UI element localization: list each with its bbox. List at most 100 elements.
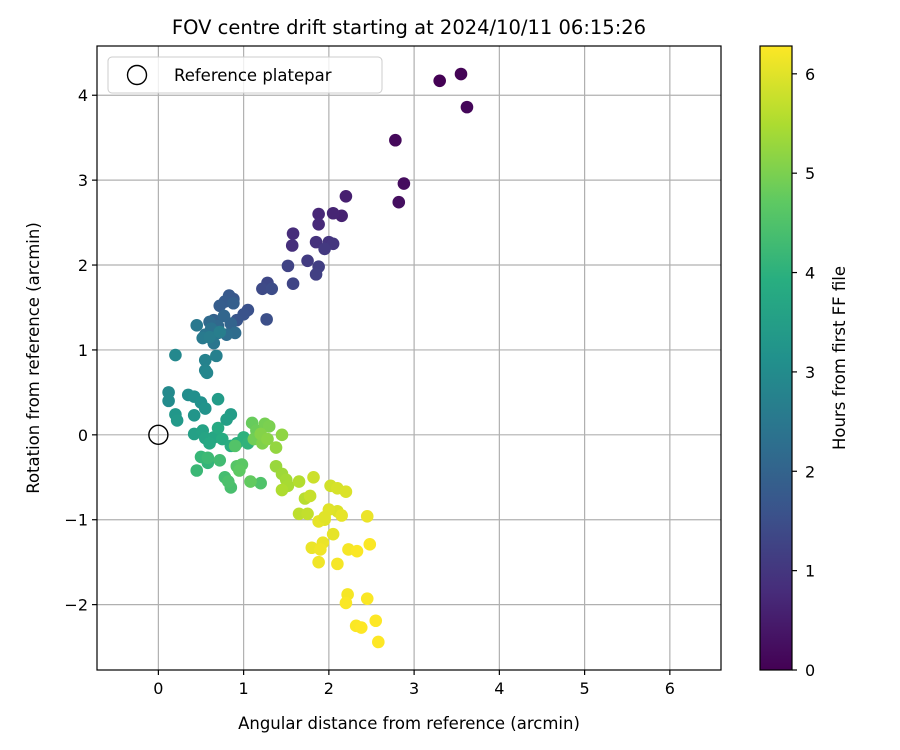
data-point [200, 366, 214, 380]
data-point [312, 217, 325, 231]
data-point [169, 348, 182, 362]
data-point [309, 268, 323, 281]
reference-platepar-marker [148, 424, 169, 446]
data-point [187, 409, 201, 422]
data-point [309, 235, 323, 249]
data-point [227, 296, 240, 310]
data-point [363, 538, 377, 551]
data-point [233, 464, 246, 477]
chart-title: FOV centre drift starting at 2024/10/11 … [172, 16, 646, 39]
y-tick-label: −1 [64, 511, 88, 530]
data-point [275, 428, 289, 442]
x-tick-label: 6 [665, 679, 675, 698]
x-tick-label: 0 [153, 679, 163, 698]
y-axis-label: Rotation from reference (arcmin) [24, 222, 43, 494]
data-point [354, 621, 368, 634]
data-point [260, 313, 273, 326]
data-point [170, 414, 184, 427]
data-point [269, 441, 283, 454]
y-tick-label: 3 [78, 171, 88, 190]
data-point [281, 259, 295, 273]
colorbar [759, 45, 793, 671]
colorbar-tick-label: 2 [805, 462, 815, 481]
data-point [203, 437, 216, 450]
data-point [220, 413, 233, 426]
data-point [339, 596, 353, 610]
data-point [369, 614, 383, 628]
data-point [318, 510, 331, 524]
data-point [339, 189, 353, 203]
legend: Reference platepar [107, 56, 383, 94]
plot-frame [96, 45, 722, 671]
x-tick-label: 4 [494, 679, 504, 698]
data-point [261, 432, 274, 446]
y-axis-ticks: −2 −1 0 1 2 3 4 [64, 86, 97, 615]
data-point [454, 67, 468, 81]
x-tick-label: 2 [324, 679, 334, 698]
data-point [326, 527, 340, 541]
data-point [301, 254, 314, 268]
colorbar-label: Hours from first FF file [830, 266, 849, 450]
data-point [275, 483, 289, 497]
data-point [244, 475, 257, 488]
y-tick-label: 1 [78, 341, 88, 360]
data-point [307, 470, 320, 484]
colorbar-tick-label: 1 [805, 562, 815, 581]
colorbar-tick-label: 3 [805, 363, 815, 382]
data-point [213, 299, 227, 313]
x-tick-label: 3 [409, 679, 419, 698]
data-point [203, 330, 216, 344]
data-point [331, 557, 344, 571]
data-point [198, 353, 212, 367]
data-point [265, 282, 279, 296]
data-point [303, 489, 317, 503]
legend-label: Reference platepar [174, 66, 332, 85]
data-point [292, 475, 306, 488]
data-point [326, 206, 340, 220]
data-point [198, 402, 212, 415]
legend-open-circle-marker [126, 64, 148, 86]
data-point [262, 420, 276, 433]
legend-box [107, 56, 383, 94]
data-points [162, 67, 474, 649]
data-point [285, 239, 299, 252]
y-tick-label: 0 [78, 426, 88, 445]
data-point [339, 485, 353, 499]
x-axis-ticks: 0 1 2 3 4 5 6 [153, 670, 675, 698]
data-point [460, 100, 474, 114]
data-point [372, 635, 385, 649]
y-tick-label: −2 [64, 596, 88, 615]
grid [97, 46, 721, 670]
x-tick-label: 5 [580, 679, 590, 698]
data-point [201, 451, 215, 465]
data-point [190, 319, 204, 332]
data-point [318, 242, 331, 256]
data-point [211, 392, 225, 406]
colorbar-ticks: 0 1 2 3 4 5 6 [792, 65, 815, 680]
colorbar-tick-label: 5 [805, 164, 815, 183]
data-point [312, 555, 325, 569]
data-point [360, 592, 374, 605]
data-point [162, 394, 175, 408]
x-axis-label: Angular distance from reference (arcmin) [238, 714, 580, 733]
data-point [392, 195, 406, 209]
data-point [221, 475, 235, 488]
data-point [389, 133, 402, 147]
data-point [190, 464, 204, 477]
data-point [216, 432, 229, 446]
data-point [312, 207, 325, 221]
y-tick-label: 2 [78, 256, 88, 275]
data-point [397, 177, 411, 190]
data-point [213, 454, 227, 467]
colorbar-tick-label: 4 [805, 264, 815, 283]
data-point [314, 543, 327, 556]
data-point [286, 277, 300, 291]
colorbar-tick-label: 6 [805, 65, 815, 84]
x-tick-label: 1 [239, 679, 249, 698]
data-point [335, 509, 348, 522]
data-point [211, 421, 225, 435]
data-point [360, 510, 374, 523]
data-point [254, 476, 267, 490]
colorbar-tick-label: 0 [805, 661, 815, 680]
